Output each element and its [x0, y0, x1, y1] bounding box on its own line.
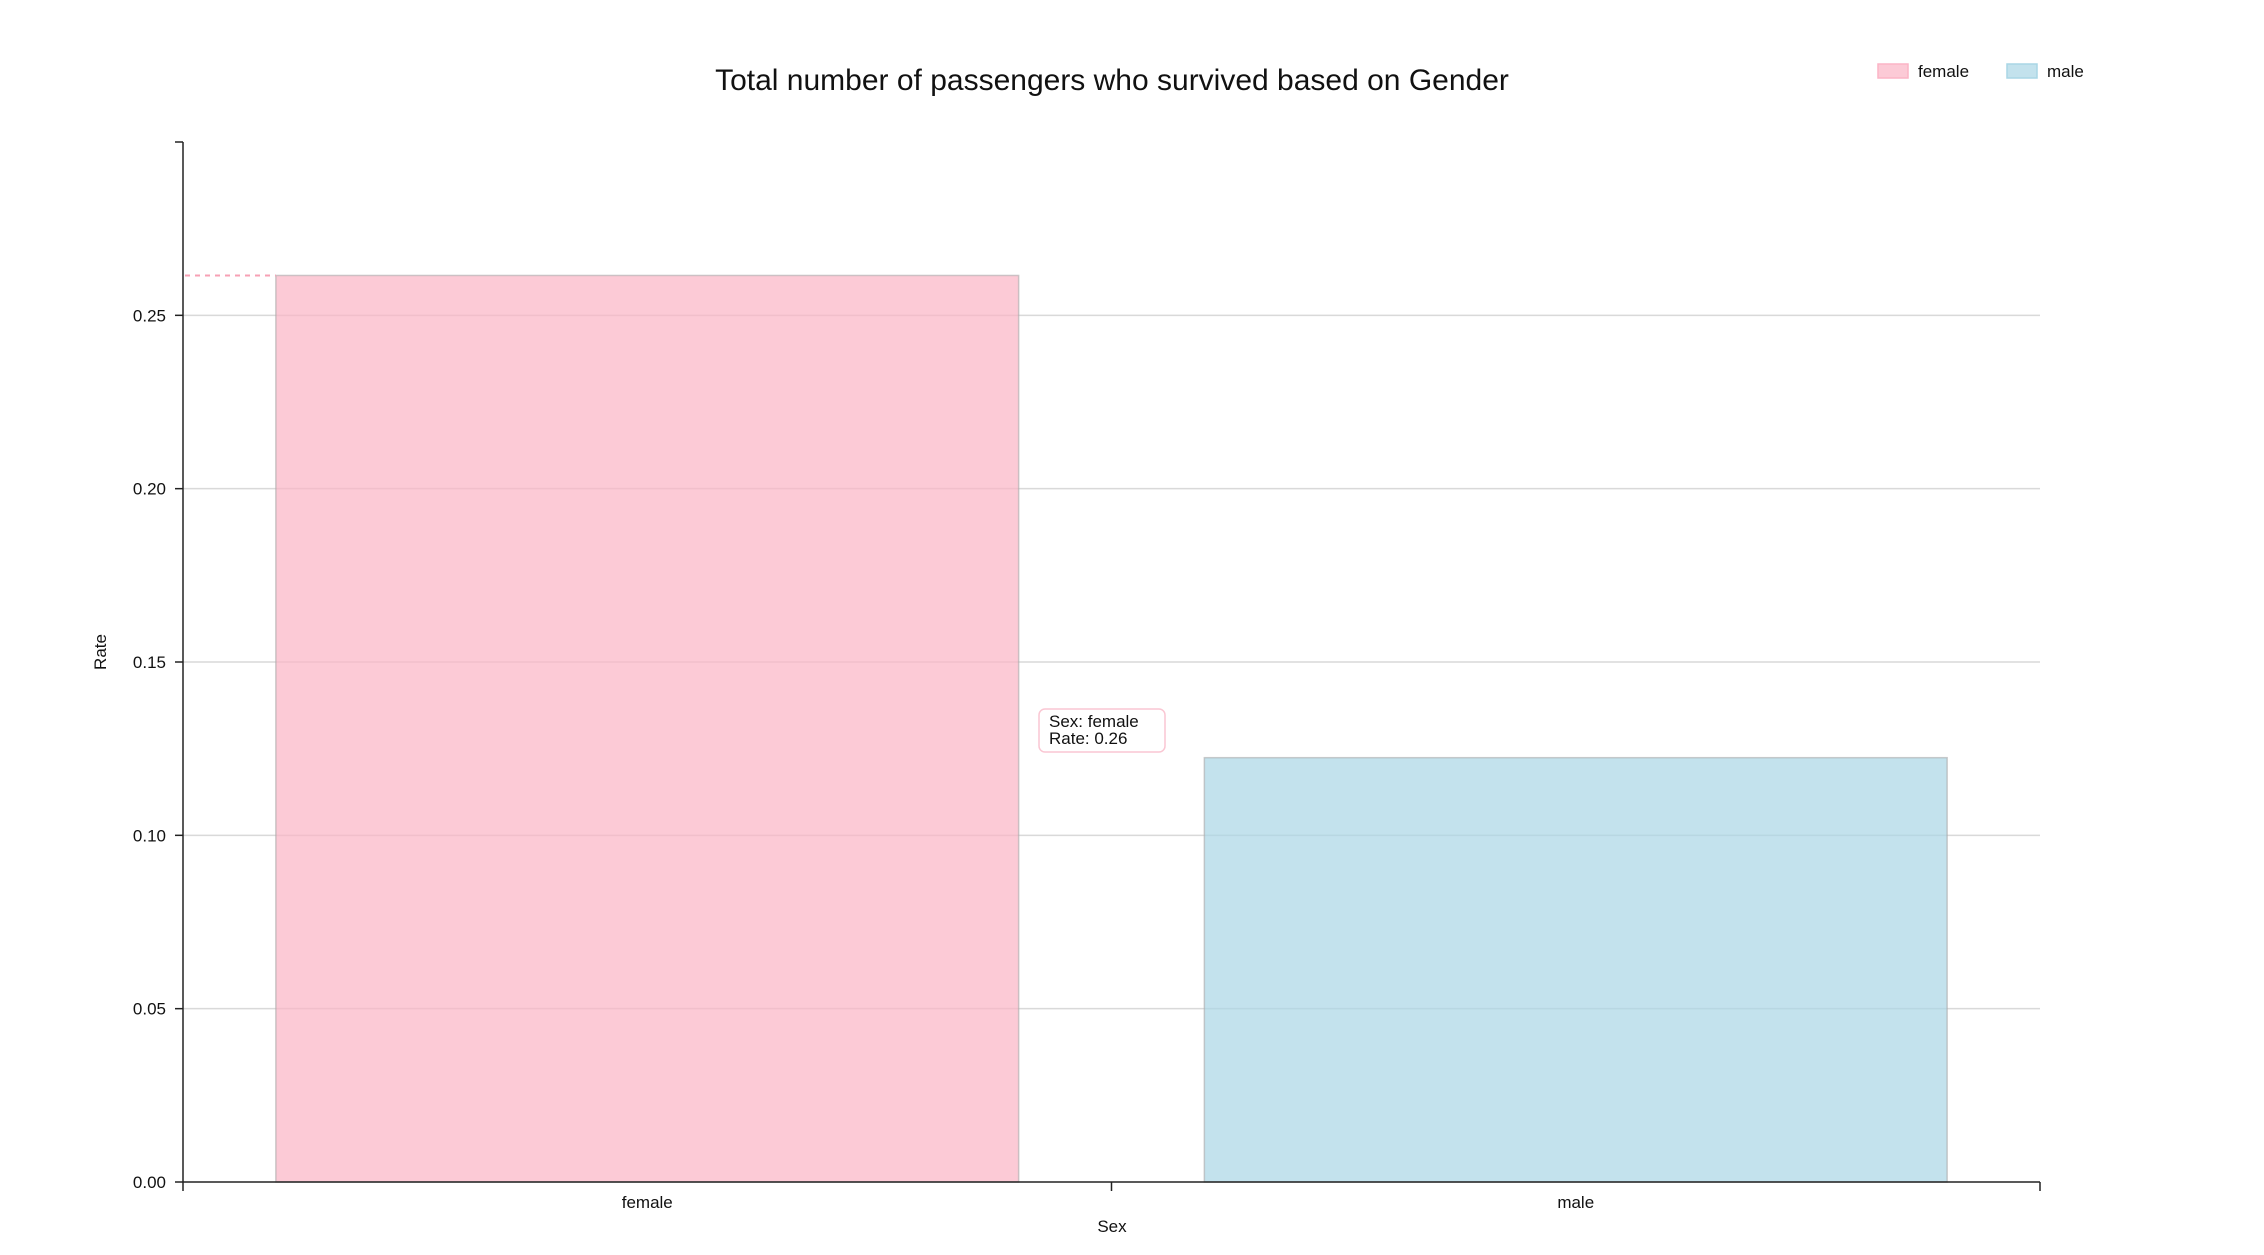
x-tick-label-male: male: [1557, 1193, 1594, 1212]
y-tick-label-2: 0.10: [133, 826, 166, 845]
tooltip: Sex: female Rate: 0.26: [1039, 709, 1165, 752]
legend-item-female[interactable]: female: [1878, 62, 1969, 81]
x-axis-title: Sex: [1097, 1217, 1127, 1236]
legend-swatch-male: [2007, 64, 2037, 78]
bar-male: [1204, 758, 1947, 1182]
y-tick-label-4: 0.20: [133, 480, 166, 499]
x-tick-label-female: female: [622, 1193, 673, 1212]
tooltip-line-rate: Rate: 0.26: [1049, 729, 1127, 748]
legend: female male: [1878, 62, 2084, 81]
y-tick-label-3: 0.15: [133, 653, 166, 672]
legend-label-male: male: [2047, 62, 2084, 81]
y-axis-title: Rate: [91, 634, 110, 670]
y-tick-label-1: 0.05: [133, 1000, 166, 1019]
legend-label-female: female: [1918, 62, 1969, 81]
legend-swatch-female: [1878, 64, 1908, 78]
chart-title: Total number of passengers who survived …: [715, 64, 1509, 97]
y-tick-label-5: 0.25: [133, 306, 166, 325]
legend-item-male[interactable]: male: [2007, 62, 2084, 81]
bar-female: [276, 275, 1019, 1182]
y-tick-label-0: 0.00: [133, 1173, 166, 1192]
